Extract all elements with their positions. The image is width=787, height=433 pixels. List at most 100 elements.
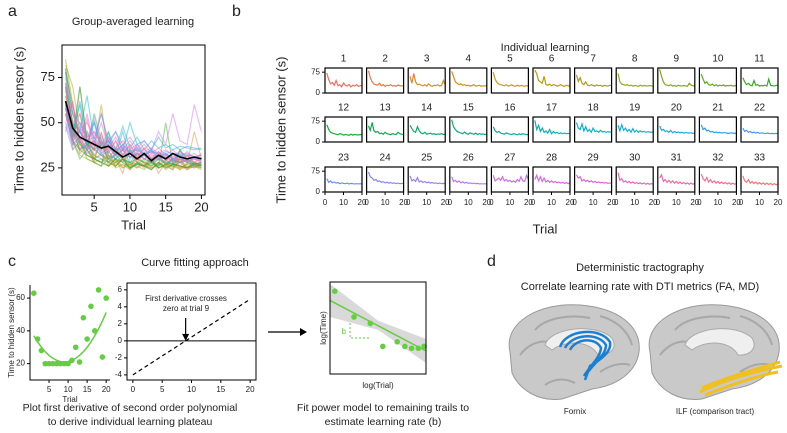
annotation: First derivative crosses (145, 294, 227, 303)
x-tick-label: 20 (732, 198, 741, 207)
data-point (103, 295, 109, 301)
subject-line (742, 175, 779, 186)
x-tick-label: 15 (83, 385, 92, 394)
plot-frame (61, 44, 206, 196)
subject-number: 15 (463, 103, 475, 114)
subject-line (326, 124, 363, 136)
data-point (351, 314, 357, 320)
x-tick-label: 10 (422, 198, 431, 207)
subject-line (64, 86, 202, 171)
y-tick-label: -2 (115, 353, 123, 362)
subject-line (617, 122, 654, 134)
subject-number: 11 (754, 54, 765, 65)
data-point (38, 347, 45, 354)
mini-frame (490, 67, 529, 94)
mini-frame (324, 116, 363, 143)
subject-line (409, 73, 446, 88)
subject-number: 33 (754, 153, 766, 164)
subject-number: 23 (338, 153, 350, 164)
subject-number: 6 (549, 54, 555, 65)
subject-number: 5 (507, 54, 513, 65)
y-tick-label: 25 (41, 159, 55, 174)
subject-line (65, 100, 202, 160)
x-tick-label: 20 (607, 198, 616, 207)
subject-line (617, 73, 654, 87)
y-axis-label: Time to hidden sensor (s) (7, 287, 16, 378)
annotation-arrowhead (182, 333, 190, 341)
mini-frame (407, 67, 446, 94)
y-tick-label: 75 (311, 116, 320, 125)
subject-line (700, 73, 737, 87)
x-tick-label: 15 (216, 385, 225, 394)
x-tick-label: 10 (381, 198, 390, 207)
y-tick-label: 0 (118, 336, 123, 345)
subject-line (64, 108, 202, 158)
data-point (380, 343, 386, 350)
confidence-band (330, 283, 426, 363)
mini-frame (407, 116, 446, 143)
y-tick-label: 6 (118, 285, 123, 294)
x-tick-label: 5 (160, 385, 165, 394)
x-tick-label: 10 (547, 198, 556, 207)
x-tick-label: 0 (364, 198, 369, 207)
panel-subtitle: Correlate learning rate with DTI metrics… (521, 281, 759, 293)
subject-line (367, 171, 404, 185)
subject-line (451, 71, 487, 87)
data-point (88, 303, 94, 310)
tract-label: ILF (comparison tract) (676, 407, 755, 416)
x-tick-label: 10 (464, 198, 473, 207)
x-tick-label: 20 (102, 385, 111, 394)
subject-line (534, 69, 571, 87)
mini-frame (366, 116, 405, 143)
subject-number: 25 (421, 153, 433, 164)
mini-frame (449, 166, 488, 193)
tract-label: Fornix (564, 407, 586, 416)
y-tick-label: 0 (316, 88, 321, 97)
subject-line (64, 86, 203, 171)
data-point (402, 343, 408, 350)
subject-line (409, 125, 446, 136)
x-tick-label: 10 (589, 198, 598, 207)
subject-line (451, 119, 487, 136)
subject-line (64, 90, 202, 169)
subject-line (534, 120, 571, 135)
y-tick-label: 40 (16, 326, 25, 335)
slope-guide (349, 323, 370, 339)
subject-number: 10 (712, 54, 724, 65)
x-tick-label: 10 (123, 199, 137, 214)
panel-title: Curve fitting approach (141, 257, 249, 269)
subject-line (742, 76, 779, 87)
x-tick-label: 10 (672, 198, 681, 207)
data-point (421, 343, 427, 350)
x-tick-label: 20 (482, 198, 491, 207)
y-axis-label: log(Time) (319, 311, 328, 345)
x-tick-label: 20 (246, 385, 255, 394)
subject-number: 28 (546, 153, 558, 164)
subject-number: 31 (671, 153, 683, 164)
y-axis-label: Time to hidden sensor (s) (11, 47, 26, 194)
data-point (34, 336, 41, 342)
subject-line (64, 77, 202, 171)
data-point (65, 360, 71, 367)
x-tick-label: 5 (91, 199, 98, 214)
x-tick-label: 20 (194, 199, 208, 214)
fit-curve (33, 312, 107, 363)
subject-line (659, 69, 695, 88)
x-tick-label: 0 (739, 198, 744, 207)
mini-frame (698, 166, 738, 193)
x-tick-label: 10 (187, 385, 196, 394)
subject-line (367, 122, 404, 136)
data-point (95, 287, 102, 293)
x-tick-label: 0 (406, 198, 411, 207)
mini-frame (449, 116, 488, 143)
data-point (415, 345, 422, 352)
subject-line (64, 71, 202, 171)
x-tick-label: 10 (64, 385, 73, 394)
subject-line (65, 100, 202, 164)
subject-line (575, 121, 612, 134)
subject-number: 17 (546, 103, 558, 114)
x-tick-label: 10 (630, 198, 639, 207)
x-tick-label: 0 (489, 198, 494, 207)
subject-line (617, 172, 654, 185)
panel-label: d (487, 253, 496, 270)
